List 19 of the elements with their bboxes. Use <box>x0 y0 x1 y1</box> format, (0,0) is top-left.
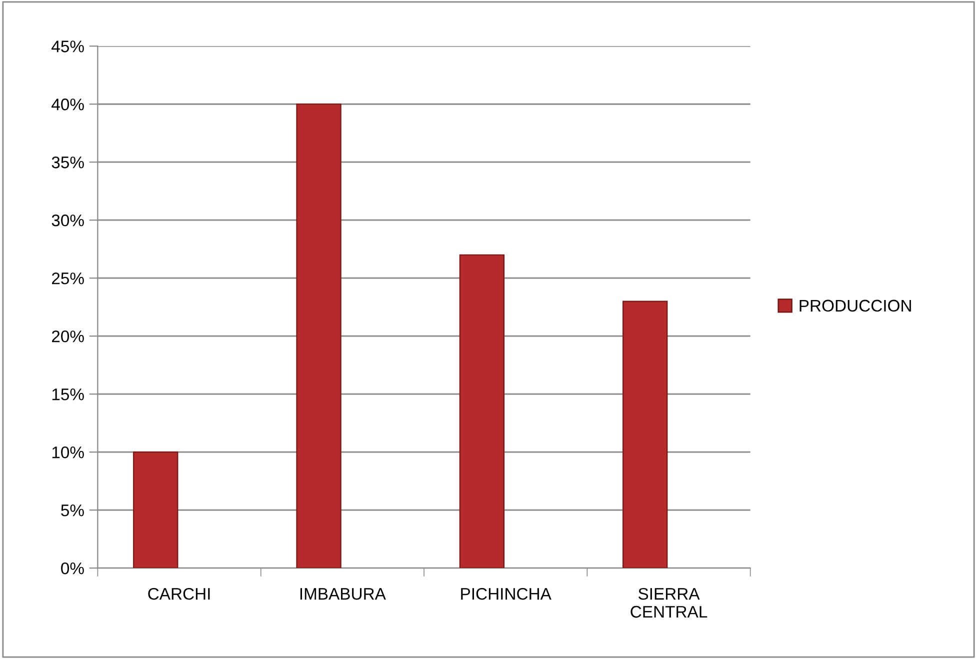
legend-label: PRODUCCION <box>800 300 911 312</box>
x-tick-label: SIERRA CENTRAL <box>630 588 708 618</box>
x-tick-label: PICHINCHA <box>461 588 552 600</box>
bar <box>133 452 178 568</box>
y-tick-label: 25% <box>52 272 84 284</box>
bar <box>459 254 505 568</box>
y-tick-label: 35% <box>52 156 84 168</box>
y-tick-label: 45% <box>52 40 84 52</box>
x-tick-label: CARCHI <box>148 588 210 600</box>
y-tick-label: 15% <box>52 388 84 400</box>
y-tick-label: 5% <box>61 504 84 516</box>
y-tick-label: 30% <box>52 214 84 226</box>
x-tick-label: IMBABURA <box>300 588 386 600</box>
y-tick-label: 0% <box>61 562 84 574</box>
y-tick-label: 20% <box>52 330 84 342</box>
bar <box>296 104 342 568</box>
bar <box>622 300 668 568</box>
y-tick-label: 10% <box>52 446 84 458</box>
y-tick-label: 40% <box>52 98 84 110</box>
